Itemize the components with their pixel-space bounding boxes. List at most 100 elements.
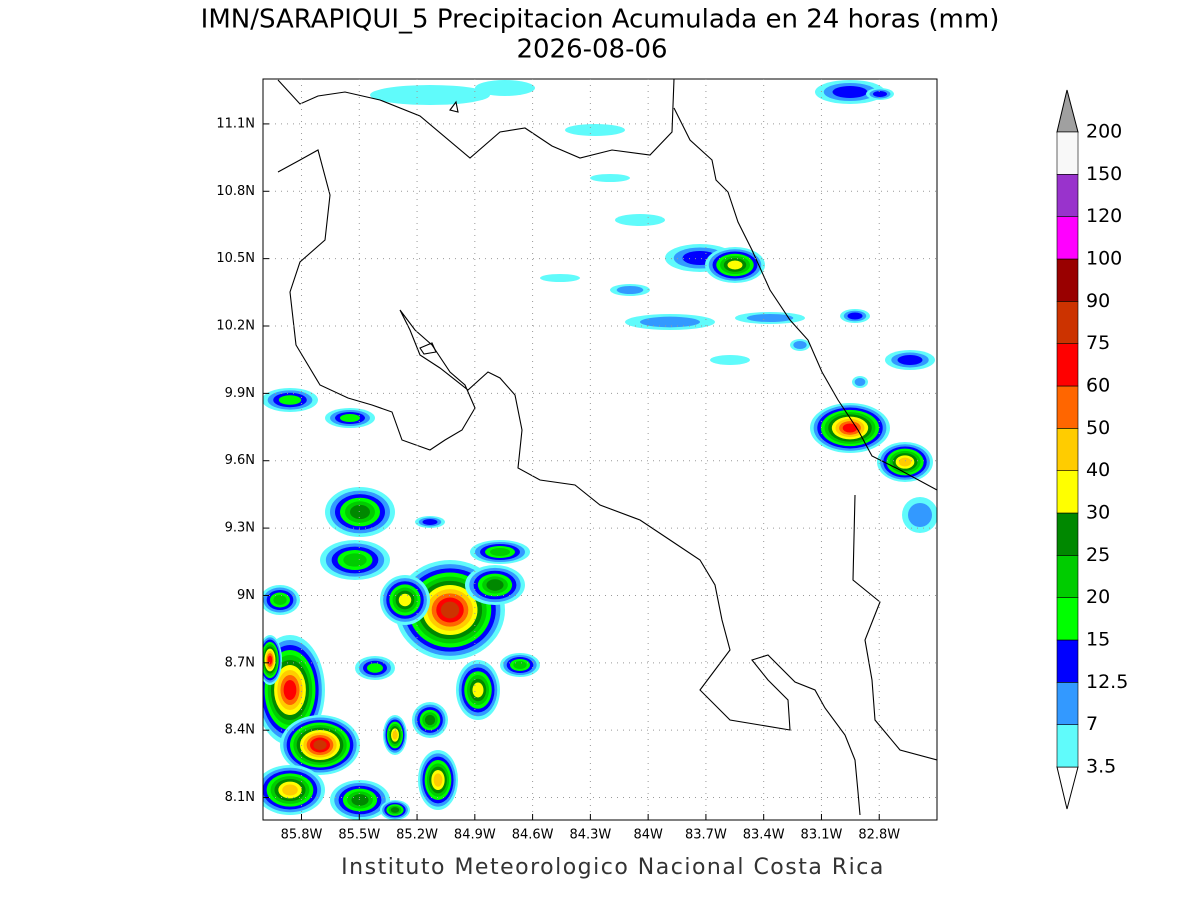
- colorbar-label: 12.5: [1086, 671, 1128, 693]
- precip-area: [898, 457, 912, 467]
- precip-area: [640, 316, 700, 328]
- precip-area: [313, 740, 327, 750]
- precip-area: [398, 593, 412, 607]
- coastline: [419, 342, 437, 355]
- precip-area: [540, 274, 580, 282]
- y-tick-label: 10.5N: [216, 251, 255, 266]
- colorbar-over: [1056, 89, 1079, 133]
- map-frame: [262, 78, 938, 821]
- footer: Instituto Meteorologico Nacional Costa R…: [341, 855, 885, 880]
- colorbar-box: [1056, 174, 1079, 217]
- colorbar-under: [1056, 766, 1079, 810]
- colorbar-label: 20: [1086, 586, 1110, 608]
- y-tick-label: 9.6N: [225, 453, 255, 468]
- x-tick-label: 84.9W: [454, 828, 496, 843]
- x-tick-label: 85.8W: [281, 828, 323, 843]
- colorbar-box: [1056, 258, 1079, 302]
- x-tick-label: 84W: [633, 828, 663, 843]
- precip-area: [854, 378, 866, 386]
- y-tick-label: 9N: [237, 588, 255, 603]
- colorbar-label: 150: [1086, 163, 1122, 185]
- colorbar-box: [1056, 639, 1079, 683]
- precip-area: [490, 548, 510, 556]
- precip-area: [486, 579, 504, 591]
- colorbar-box: [1056, 470, 1079, 514]
- coastline: [449, 100, 459, 113]
- precip-area: [616, 286, 644, 294]
- precip-area: [710, 355, 750, 365]
- precip-area: [370, 85, 490, 105]
- colorbar-label: 60: [1086, 375, 1110, 397]
- precip-area: [267, 655, 273, 665]
- colorbar-box: [1056, 597, 1079, 641]
- colorbar-label: 90: [1086, 290, 1110, 312]
- precip-area: [565, 124, 625, 136]
- x-tick-label: 85.2W: [396, 828, 438, 843]
- precip-area: [392, 730, 398, 740]
- precip-area: [513, 661, 527, 669]
- precip-area: [793, 341, 807, 349]
- colorbar-box: [1056, 682, 1079, 725]
- precip-area: [350, 504, 370, 520]
- y-tick-label: 9.9N: [225, 386, 255, 401]
- x-tick-label: 83.7W: [685, 828, 727, 843]
- precip-area: [367, 663, 383, 673]
- precip-area: [422, 519, 438, 525]
- coastline: [673, 107, 937, 491]
- map-title: IMN/SARAPIQUI_5 Precipitacion Acumulada …: [201, 5, 1000, 35]
- x-tick-label: 84.3W: [569, 828, 611, 843]
- precip-area: [475, 80, 535, 96]
- coastline: [277, 149, 861, 816]
- colorbar-box: [1056, 512, 1079, 556]
- precip-area: [746, 314, 794, 322]
- precip-area: [273, 595, 287, 605]
- x-tick-label: 83.4W: [743, 828, 785, 843]
- x-tick-label: 84.6W: [512, 828, 554, 843]
- map-date: 2026-08-06: [516, 35, 667, 65]
- colorbar-label: 40: [1086, 459, 1110, 481]
- coastline: [277, 79, 675, 159]
- precip-area: [873, 91, 887, 97]
- precip-area: [847, 312, 863, 320]
- precip-area: [424, 714, 436, 726]
- colorbar-label: 200: [1086, 121, 1122, 143]
- precip-area: [343, 553, 367, 567]
- precip-area: [832, 86, 868, 98]
- precip-layer: [263, 80, 937, 820]
- colorbar-box: [1056, 428, 1079, 471]
- colorbar-label: 3.5: [1086, 756, 1116, 778]
- precip-area: [433, 773, 443, 787]
- coastline: [852, 494, 937, 761]
- precip-area: [615, 214, 665, 226]
- precip-area: [897, 355, 923, 365]
- coastlines: [277, 79, 937, 816]
- precip-area: [440, 601, 460, 619]
- x-tick-label: 83.1W: [801, 828, 843, 843]
- colorbar-box: [1056, 216, 1079, 260]
- y-tick-label: 8.4N: [225, 723, 255, 738]
- y-tick-label: 10.2N: [216, 319, 255, 334]
- colorbar-box: [1056, 555, 1079, 598]
- precip-area: [472, 682, 484, 698]
- y-tick-label: 8.7N: [225, 655, 255, 670]
- colorbar-label: 100: [1086, 248, 1122, 270]
- precip-area: [282, 784, 298, 796]
- colorbar-label: 15: [1086, 629, 1110, 651]
- precip-area: [390, 807, 400, 813]
- colorbar-box: [1056, 385, 1079, 429]
- y-tick-label: 10.8N: [216, 184, 255, 199]
- precip-area: [283, 680, 297, 700]
- precip-area: [351, 794, 369, 806]
- y-tick-label: 9.3N: [225, 521, 255, 536]
- colorbar-label: 30: [1086, 502, 1110, 524]
- colorbar-box: [1056, 343, 1079, 387]
- precip-area: [278, 395, 302, 405]
- colorbar-label: 120: [1086, 205, 1122, 227]
- precip-area: [340, 414, 360, 422]
- x-tick-label: 85.5W: [338, 828, 380, 843]
- y-tick-label: 8.1N: [225, 790, 255, 805]
- colorbar-label: 25: [1086, 544, 1110, 566]
- colorbar-label: 7: [1086, 713, 1098, 735]
- colorbar-box: [1056, 301, 1079, 344]
